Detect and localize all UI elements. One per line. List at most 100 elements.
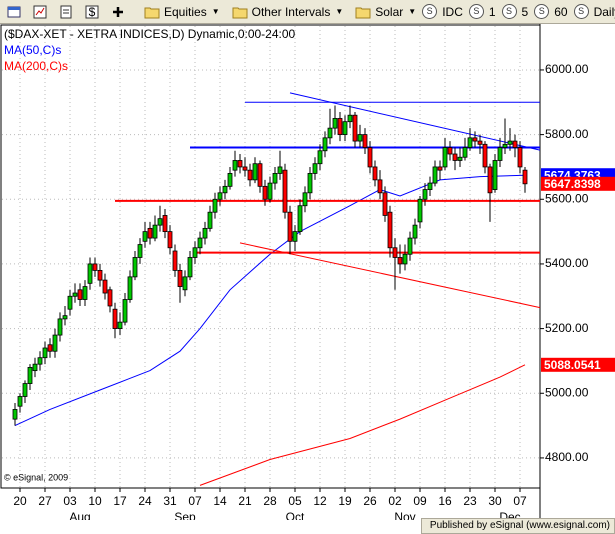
candle-body: [172, 250, 178, 271]
candle-body: [367, 147, 373, 168]
candle-body: [492, 160, 498, 190]
candle-body: [177, 270, 183, 287]
candle-body: [472, 137, 478, 142]
x-tick-label: 27: [38, 494, 52, 508]
chart-title: ($DAX-XET - XETRA INDICES,D) Dynamic,0:0…: [4, 27, 296, 41]
x-tick-label: 31: [163, 494, 177, 508]
interval-button[interactable]: S Daily: [573, 4, 615, 19]
interval-button[interactable]: S IDC: [422, 4, 463, 19]
candle-body: [152, 224, 158, 239]
candle-body: [352, 114, 358, 142]
menu-label: Other Intervals: [251, 4, 331, 19]
menu-label: Equities: [164, 4, 207, 19]
last-value-bg: [541, 357, 615, 372]
candle-body: [157, 218, 163, 226]
x-tick-label: 21: [238, 494, 252, 508]
candle-body: [322, 137, 328, 152]
candle-body: [62, 315, 68, 320]
window-icon[interactable]: [6, 4, 22, 20]
candle-body: [257, 163, 263, 187]
interval-label: 60: [554, 4, 568, 19]
add-icon[interactable]: [110, 4, 126, 20]
symbol-icon: S: [534, 4, 550, 19]
interval-button[interactable]: S 60: [534, 4, 568, 19]
candle-body: [477, 140, 483, 145]
chart-icon[interactable]: [32, 4, 48, 20]
x-tick-label: 09: [413, 494, 427, 508]
month-label: Dec: [499, 510, 520, 520]
x-tick-label: 12: [313, 494, 327, 508]
candle-body: [252, 163, 258, 181]
candle-body: [27, 367, 33, 384]
candle-body: [237, 160, 243, 168]
x-tick-label: 14: [213, 494, 227, 508]
x-tick-label: 05: [288, 494, 302, 508]
candle-body: [397, 257, 403, 265]
y-tick-label: 5600.00: [545, 191, 589, 205]
x-tick-label: 20: [13, 494, 27, 508]
candle-body: [512, 140, 518, 148]
candle-body: [107, 289, 113, 307]
candle-body: [147, 227, 153, 239]
candle-body: [317, 150, 323, 165]
candle-body: [507, 140, 513, 145]
chart: 4800.00 5000.00 5200.00 5400.00 5600.00 5800.…: [0, 24, 615, 520]
candle-body: [232, 160, 238, 171]
x-tick-label: 07: [188, 494, 202, 508]
candle-body: [357, 134, 363, 142]
interval-label: 1: [488, 4, 496, 19]
folder-icon: [355, 7, 371, 18]
candle-body: [307, 173, 313, 194]
svg-text:$: $: [89, 5, 96, 19]
month-label: Oct: [286, 510, 305, 520]
legend-entry: MA(200,C)s: [4, 59, 68, 73]
candle-body: [437, 166, 443, 171]
candle-body: [52, 334, 58, 352]
candle-body: [372, 166, 378, 181]
folder-icon: [144, 7, 160, 18]
candle-body: [287, 211, 293, 242]
menu[interactable]: Other Intervals ▼: [226, 4, 344, 20]
page-icon[interactable]: [58, 4, 74, 20]
candle-body: [192, 247, 198, 258]
dropdown-arrow: ▼: [335, 7, 344, 16]
candle-body: [432, 166, 438, 184]
candle-body: [217, 192, 223, 200]
quote-icon[interactable]: $: [84, 4, 100, 20]
y-tick-label: 5200.00: [545, 321, 589, 335]
candle-body: [347, 114, 353, 123]
candle-body: [37, 357, 43, 365]
candle-body: [12, 409, 18, 420]
candle-body: [442, 147, 448, 168]
candle-body: [72, 292, 78, 297]
candle-body: [517, 147, 523, 168]
symbol-icon: S: [422, 4, 438, 19]
candle-body: [382, 192, 388, 216]
month-label: Aug: [69, 510, 90, 520]
x-tick-label: 30: [488, 494, 502, 508]
candle-body: [522, 169, 528, 185]
candle-body: [482, 143, 488, 168]
candle-body: [47, 344, 53, 352]
x-tick-label: 16: [438, 494, 452, 508]
footer: Published by eSignal (www.esignal.com): [420, 518, 615, 534]
menu-label: Solar: [375, 4, 404, 19]
y-tick-label: 5400.00: [545, 256, 589, 270]
candle-body: [227, 173, 233, 187]
candle-body: [452, 153, 458, 161]
last-value-label: 5088.0541: [544, 358, 601, 372]
moving-average-line: [199, 364, 526, 486]
y-tick-label: 4800.00: [545, 450, 589, 464]
menu[interactable]: Solar ▼: [349, 4, 416, 20]
menu[interactable]: Equities ▼: [138, 4, 220, 20]
x-tick-label: 23: [463, 494, 477, 508]
month-label: Nov: [394, 510, 415, 520]
symbol-icon: S: [501, 4, 517, 19]
candle-body: [112, 308, 118, 330]
candle-body: [42, 347, 48, 359]
candle-body: [242, 166, 248, 171]
candle-body: [67, 295, 73, 310]
candle-body: [167, 231, 173, 249]
